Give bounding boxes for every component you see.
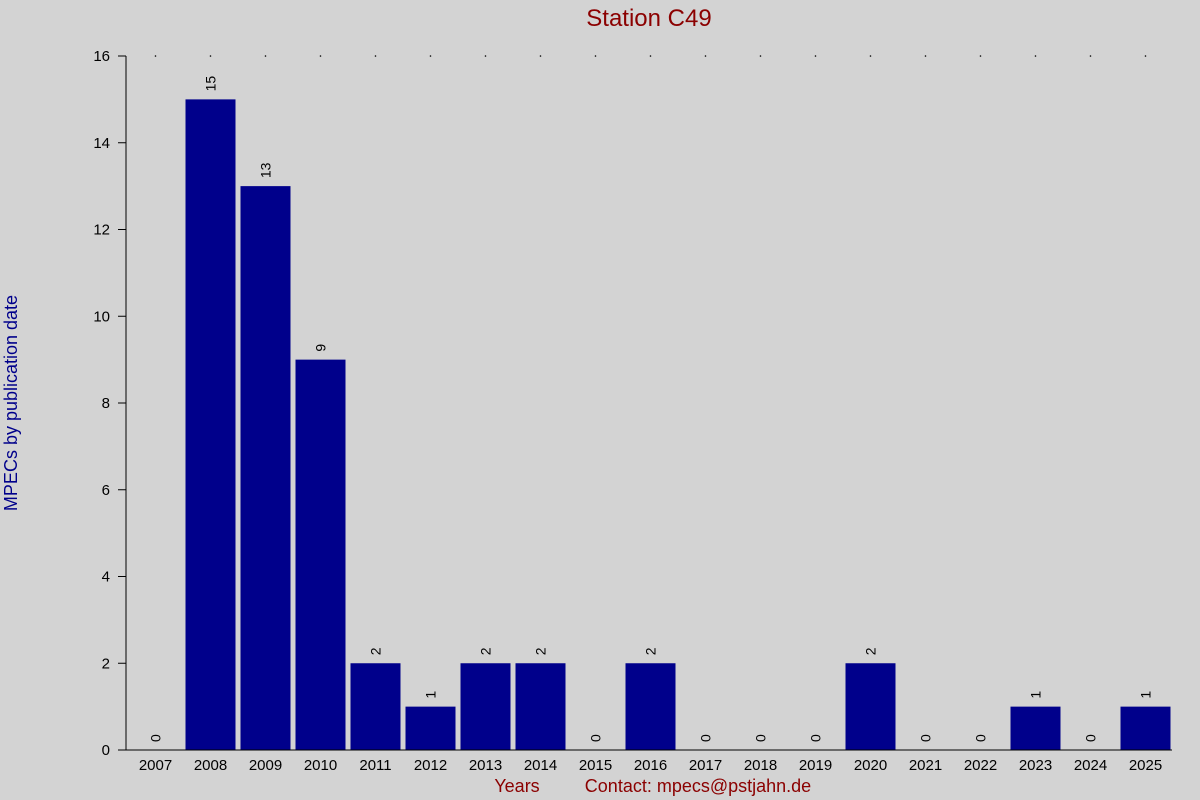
bar-value-label-2008: 15: [203, 76, 219, 92]
x-tick-label-2021: 2021: [909, 757, 942, 774]
bar-2011: [350, 663, 401, 750]
top-dot: [649, 55, 652, 57]
x-tick-label-2013: 2013: [469, 757, 502, 774]
bar-value-label-2017: 0: [698, 734, 714, 742]
y-axis-ticks: 0 2 4 6 8 10 12 14 16: [93, 48, 126, 759]
y-tick-label: 16: [93, 48, 110, 65]
bar-value-label-2023: 1: [1028, 691, 1044, 699]
bar-2013: [460, 663, 511, 750]
x-tick-label-2011: 2011: [359, 757, 391, 774]
top-dot: [1089, 55, 1092, 57]
x-axis-title: Years: [494, 776, 539, 796]
bar-value-label-2021: 0: [918, 734, 934, 742]
x-tick-label-2009: 2009: [249, 757, 282, 774]
x-tick-label-2008: 2008: [194, 757, 227, 774]
x-tick-label-2014: 2014: [524, 757, 557, 774]
bar-value-label-2020: 2: [863, 647, 879, 655]
x-tick-label-2025: 2025: [1129, 757, 1162, 774]
bar-2025: [1120, 706, 1171, 750]
bar-value-label-2012: 1: [423, 691, 439, 699]
x-tick-label-2010: 2010: [304, 757, 337, 774]
bar-2023: [1010, 706, 1061, 750]
bars: [185, 99, 1171, 750]
y-axis-title: MPECs by publication date: [1, 295, 21, 511]
bar-value-label-2011: 2: [368, 647, 384, 655]
top-dot: [924, 55, 927, 57]
x-tick-label-2015: 2015: [579, 757, 612, 774]
bar-value-label-2009: 13: [258, 162, 274, 178]
x-tick-label-2019: 2019: [799, 757, 832, 774]
bar-value-label-2013: 2: [478, 647, 494, 655]
x-tick-label-2018: 2018: [744, 757, 777, 774]
x-axis-tick-labels: 2007 2008 2009 2010 2011 2012 2013 2014 2015 2016…: [139, 757, 1162, 774]
top-dot: [594, 55, 597, 57]
y-tick-label: 6: [102, 482, 110, 499]
top-dot: [484, 55, 487, 57]
y-tick-label: 14: [93, 135, 110, 152]
x-tick-label-2020: 2020: [854, 757, 887, 774]
x-tick-label-2012: 2012: [414, 757, 447, 774]
y-tick-label: 10: [93, 308, 110, 325]
contact-footer: Contact: mpecs@pstjahn.de: [585, 776, 811, 796]
bar-2010: [295, 359, 346, 750]
top-dot: [1144, 55, 1147, 57]
bar-value-label-2022: 0: [973, 734, 989, 742]
top-dot: [814, 55, 817, 57]
top-axis-dots: [154, 55, 1147, 57]
x-tick-label-2007: 2007: [139, 757, 172, 774]
bar-value-label-2015: 0: [588, 734, 604, 742]
x-tick-label-2017: 2017: [689, 757, 722, 774]
bar-value-label-2014: 2: [533, 647, 549, 655]
bar-2014: [515, 663, 566, 750]
x-tick-label-2016: 2016: [634, 757, 667, 774]
y-tick-label: 4: [102, 569, 110, 586]
y-tick-label: 0: [102, 742, 110, 759]
top-dot: [154, 55, 157, 57]
y-tick-label: 8: [102, 395, 110, 412]
bar-2008: [185, 99, 236, 750]
bar-2016: [625, 663, 676, 750]
x-tick-label-2022: 2022: [964, 757, 997, 774]
bar-value-label-2025: 1: [1138, 691, 1154, 699]
top-dot: [429, 55, 432, 57]
x-tick-label-2023: 2023: [1019, 757, 1052, 774]
top-dot: [704, 55, 707, 57]
x-tick-label-2024: 2024: [1074, 757, 1107, 774]
top-dot: [319, 55, 322, 57]
top-dot: [979, 55, 982, 57]
top-dot: [1034, 55, 1037, 57]
y-tick-label: 12: [93, 222, 110, 239]
y-tick-label: 2: [102, 655, 110, 672]
bar-value-label-2019: 0: [808, 734, 824, 742]
bar-value-label-2016: 2: [643, 647, 659, 655]
bar-value-label-2007: 0: [148, 734, 164, 742]
top-dot: [264, 55, 267, 57]
bar-2020: [845, 663, 896, 750]
bar-2009: [240, 186, 291, 750]
chart-title: Station C49: [586, 5, 711, 32]
bar-value-label-2010: 9: [313, 344, 329, 352]
top-dot: [209, 55, 212, 57]
bar-value-label-2018: 0: [753, 734, 769, 742]
bar-value-label-2024: 0: [1083, 734, 1099, 742]
top-dot: [869, 55, 872, 57]
top-dot: [759, 55, 762, 57]
bar-value-labels: 0 15 13 9 2 1 2 2 0 2 0 0 0 2 0 0 1 0 1: [148, 76, 1154, 742]
top-dot: [539, 55, 542, 57]
bar-2012: [405, 706, 456, 750]
top-dot: [374, 55, 377, 57]
